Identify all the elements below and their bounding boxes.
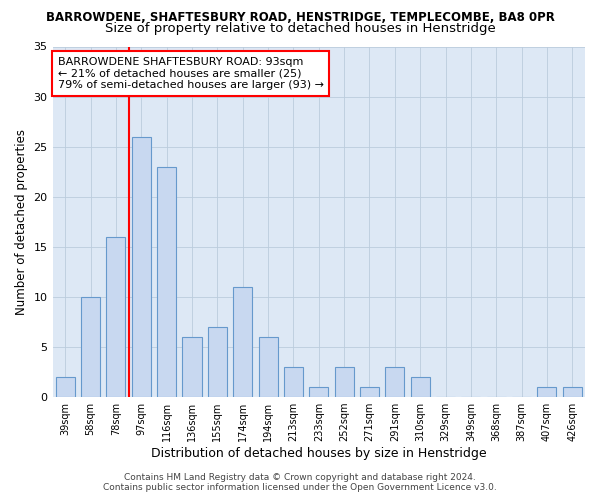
Bar	[309, 387, 328, 397]
Bar	[335, 367, 353, 397]
Y-axis label: Number of detached properties: Number of detached properties	[15, 129, 28, 315]
Text: Contains HM Land Registry data © Crown copyright and database right 2024.
Contai: Contains HM Land Registry data © Crown c…	[103, 473, 497, 492]
Text: BARROWDENE SHAFTESBURY ROAD: 93sqm
← 21% of detached houses are smaller (25)
79%: BARROWDENE SHAFTESBURY ROAD: 93sqm ← 21%…	[58, 57, 324, 90]
Bar	[385, 367, 404, 397]
X-axis label: Distribution of detached houses by size in Henstridge: Distribution of detached houses by size …	[151, 447, 487, 460]
Bar	[410, 377, 430, 397]
Bar	[208, 327, 227, 397]
Bar	[157, 166, 176, 397]
Text: Size of property relative to detached houses in Henstridge: Size of property relative to detached ho…	[104, 22, 496, 35]
Bar	[259, 337, 278, 397]
Bar	[284, 367, 303, 397]
Bar	[56, 377, 75, 397]
Bar	[563, 387, 582, 397]
Bar	[538, 387, 556, 397]
Bar	[233, 287, 252, 397]
Text: BARROWDENE, SHAFTESBURY ROAD, HENSTRIDGE, TEMPLECOMBE, BA8 0PR: BARROWDENE, SHAFTESBURY ROAD, HENSTRIDGE…	[46, 11, 554, 24]
Bar	[182, 337, 202, 397]
Bar	[132, 136, 151, 397]
Bar	[81, 297, 100, 397]
Bar	[106, 237, 125, 397]
Bar	[360, 387, 379, 397]
